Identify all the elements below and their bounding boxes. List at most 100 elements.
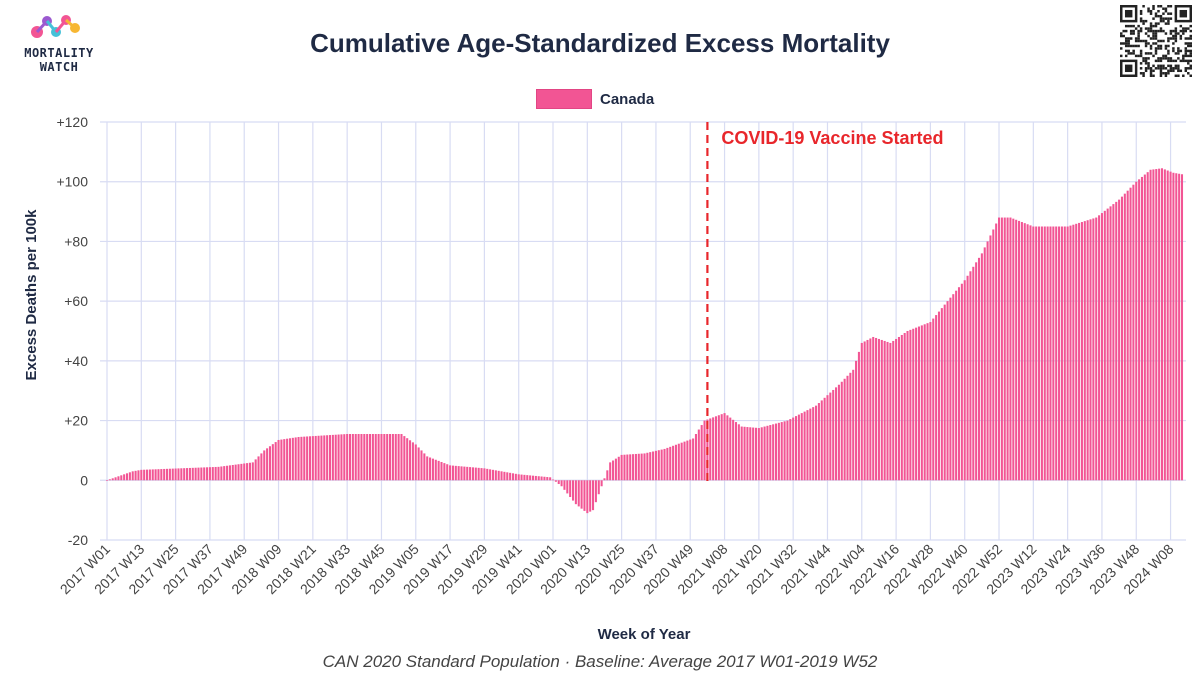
bar: [143, 469, 146, 481]
bar: [363, 434, 366, 481]
bar: [400, 434, 403, 481]
legend[interactable]: Canada: [536, 88, 654, 110]
bar: [360, 434, 363, 481]
bar: [986, 241, 989, 481]
chart-title: Cumulative Age-Standardized Excess Morta…: [310, 28, 890, 58]
bar: [540, 476, 543, 481]
bar: [274, 442, 277, 481]
bar: [1075, 223, 1078, 481]
bar: [766, 425, 769, 481]
bar: [1069, 225, 1072, 481]
bar: [672, 445, 675, 481]
bar: [649, 452, 652, 481]
bar: [317, 435, 320, 481]
bar: [271, 444, 274, 481]
bar: [1175, 173, 1178, 481]
bar: [1163, 169, 1166, 481]
bar: [712, 417, 715, 481]
bar: [912, 328, 915, 481]
bar: [394, 434, 397, 481]
bar: [168, 468, 171, 481]
y-tick-label: +80: [64, 233, 88, 249]
bar: [646, 452, 649, 481]
bar: [915, 327, 918, 481]
bar: [1112, 204, 1115, 481]
bar: [268, 446, 271, 481]
bar: [743, 426, 746, 481]
bar: [580, 480, 583, 509]
bar: [943, 304, 946, 481]
bar: [723, 413, 726, 481]
bar: [426, 456, 429, 481]
bar: [577, 480, 580, 507]
bar: [820, 400, 823, 481]
bar: [277, 439, 280, 481]
bar: [946, 301, 949, 481]
bar: [1123, 193, 1126, 481]
bar: [769, 425, 772, 481]
x-axis-label: Week of Year: [598, 626, 691, 643]
qr-code-icon[interactable]: [1120, 5, 1192, 77]
bar: [1052, 226, 1055, 481]
bar: [523, 474, 526, 481]
bar: [469, 467, 472, 481]
bar: [843, 378, 846, 481]
bar: [875, 337, 878, 481]
bar: [569, 480, 572, 498]
bar: [563, 480, 566, 490]
bar: [1158, 168, 1161, 481]
bar: [1018, 220, 1021, 481]
bar: [795, 416, 798, 481]
bar: [832, 389, 835, 481]
bar: [380, 434, 383, 481]
bar: [434, 459, 437, 481]
bar: [586, 480, 589, 514]
bar: [694, 434, 697, 481]
bar: [288, 438, 292, 481]
bar: [932, 318, 935, 481]
bar: [780, 422, 783, 481]
bar: [174, 468, 177, 481]
bar: [514, 473, 517, 481]
bar: [1012, 218, 1015, 481]
bar: [603, 478, 606, 481]
bar: [463, 466, 466, 481]
vaccine-start-label: COVID-19 Vaccine Started: [721, 128, 943, 148]
bar: [383, 434, 386, 481]
bar: [623, 454, 626, 481]
bar: [411, 442, 414, 481]
bar: [240, 463, 243, 481]
y-tick-label: +120: [56, 114, 88, 130]
bar: [774, 423, 778, 481]
bar: [1143, 174, 1146, 481]
bar: [757, 428, 760, 481]
bar: [1180, 174, 1184, 481]
bar: [749, 427, 752, 481]
bar: [406, 438, 409, 481]
bar: [583, 480, 586, 511]
bar: [923, 324, 926, 481]
bar: [226, 465, 229, 481]
bar: [1055, 226, 1058, 481]
logo-text-line1: MORTALITY: [24, 46, 94, 60]
bar: [937, 311, 941, 481]
bar: [1109, 206, 1112, 481]
annotations: COVID-19 Vaccine Started: [706, 122, 943, 485]
bar: [503, 471, 506, 481]
bar: [1023, 223, 1026, 481]
bar: [197, 467, 200, 481]
bar: [1038, 226, 1041, 481]
chart-caption: CAN 2020 Standard Population · Baseline:…: [322, 652, 878, 671]
bar: [248, 462, 251, 481]
logo-icon: [31, 15, 80, 38]
bar: [895, 338, 898, 481]
bar: [1178, 173, 1181, 481]
bar: [763, 426, 766, 481]
bar: [574, 480, 577, 505]
bar: [431, 458, 434, 481]
bar: [614, 458, 617, 481]
bar: [211, 467, 214, 481]
bar: [123, 474, 126, 481]
bar: [1032, 226, 1035, 481]
bar: [108, 479, 111, 481]
